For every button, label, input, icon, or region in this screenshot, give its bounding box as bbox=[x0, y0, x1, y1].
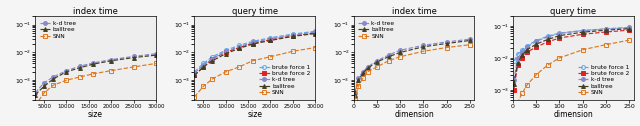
X-axis label: dimension: dimension bbox=[394, 110, 434, 119]
Title: index time: index time bbox=[392, 7, 436, 16]
X-axis label: size: size bbox=[247, 110, 262, 119]
X-axis label: dimension: dimension bbox=[554, 110, 593, 119]
Title: index time: index time bbox=[73, 7, 118, 16]
X-axis label: size: size bbox=[88, 110, 103, 119]
Legend: brute force 1, brute force 2, k-d tree, balltree, SNN: brute force 1, brute force 2, k-d tree, … bbox=[257, 63, 312, 97]
Title: query time: query time bbox=[232, 7, 278, 16]
Title: query time: query time bbox=[550, 7, 596, 16]
Legend: brute force 1, brute force 2, k-d tree, balltree, SNN: brute force 1, brute force 2, k-d tree, … bbox=[576, 63, 630, 97]
Legend: k-d tree, balltree, SNN: k-d tree, balltree, SNN bbox=[38, 19, 77, 40]
Legend: k-d tree, balltree, SNN: k-d tree, balltree, SNN bbox=[356, 19, 396, 40]
